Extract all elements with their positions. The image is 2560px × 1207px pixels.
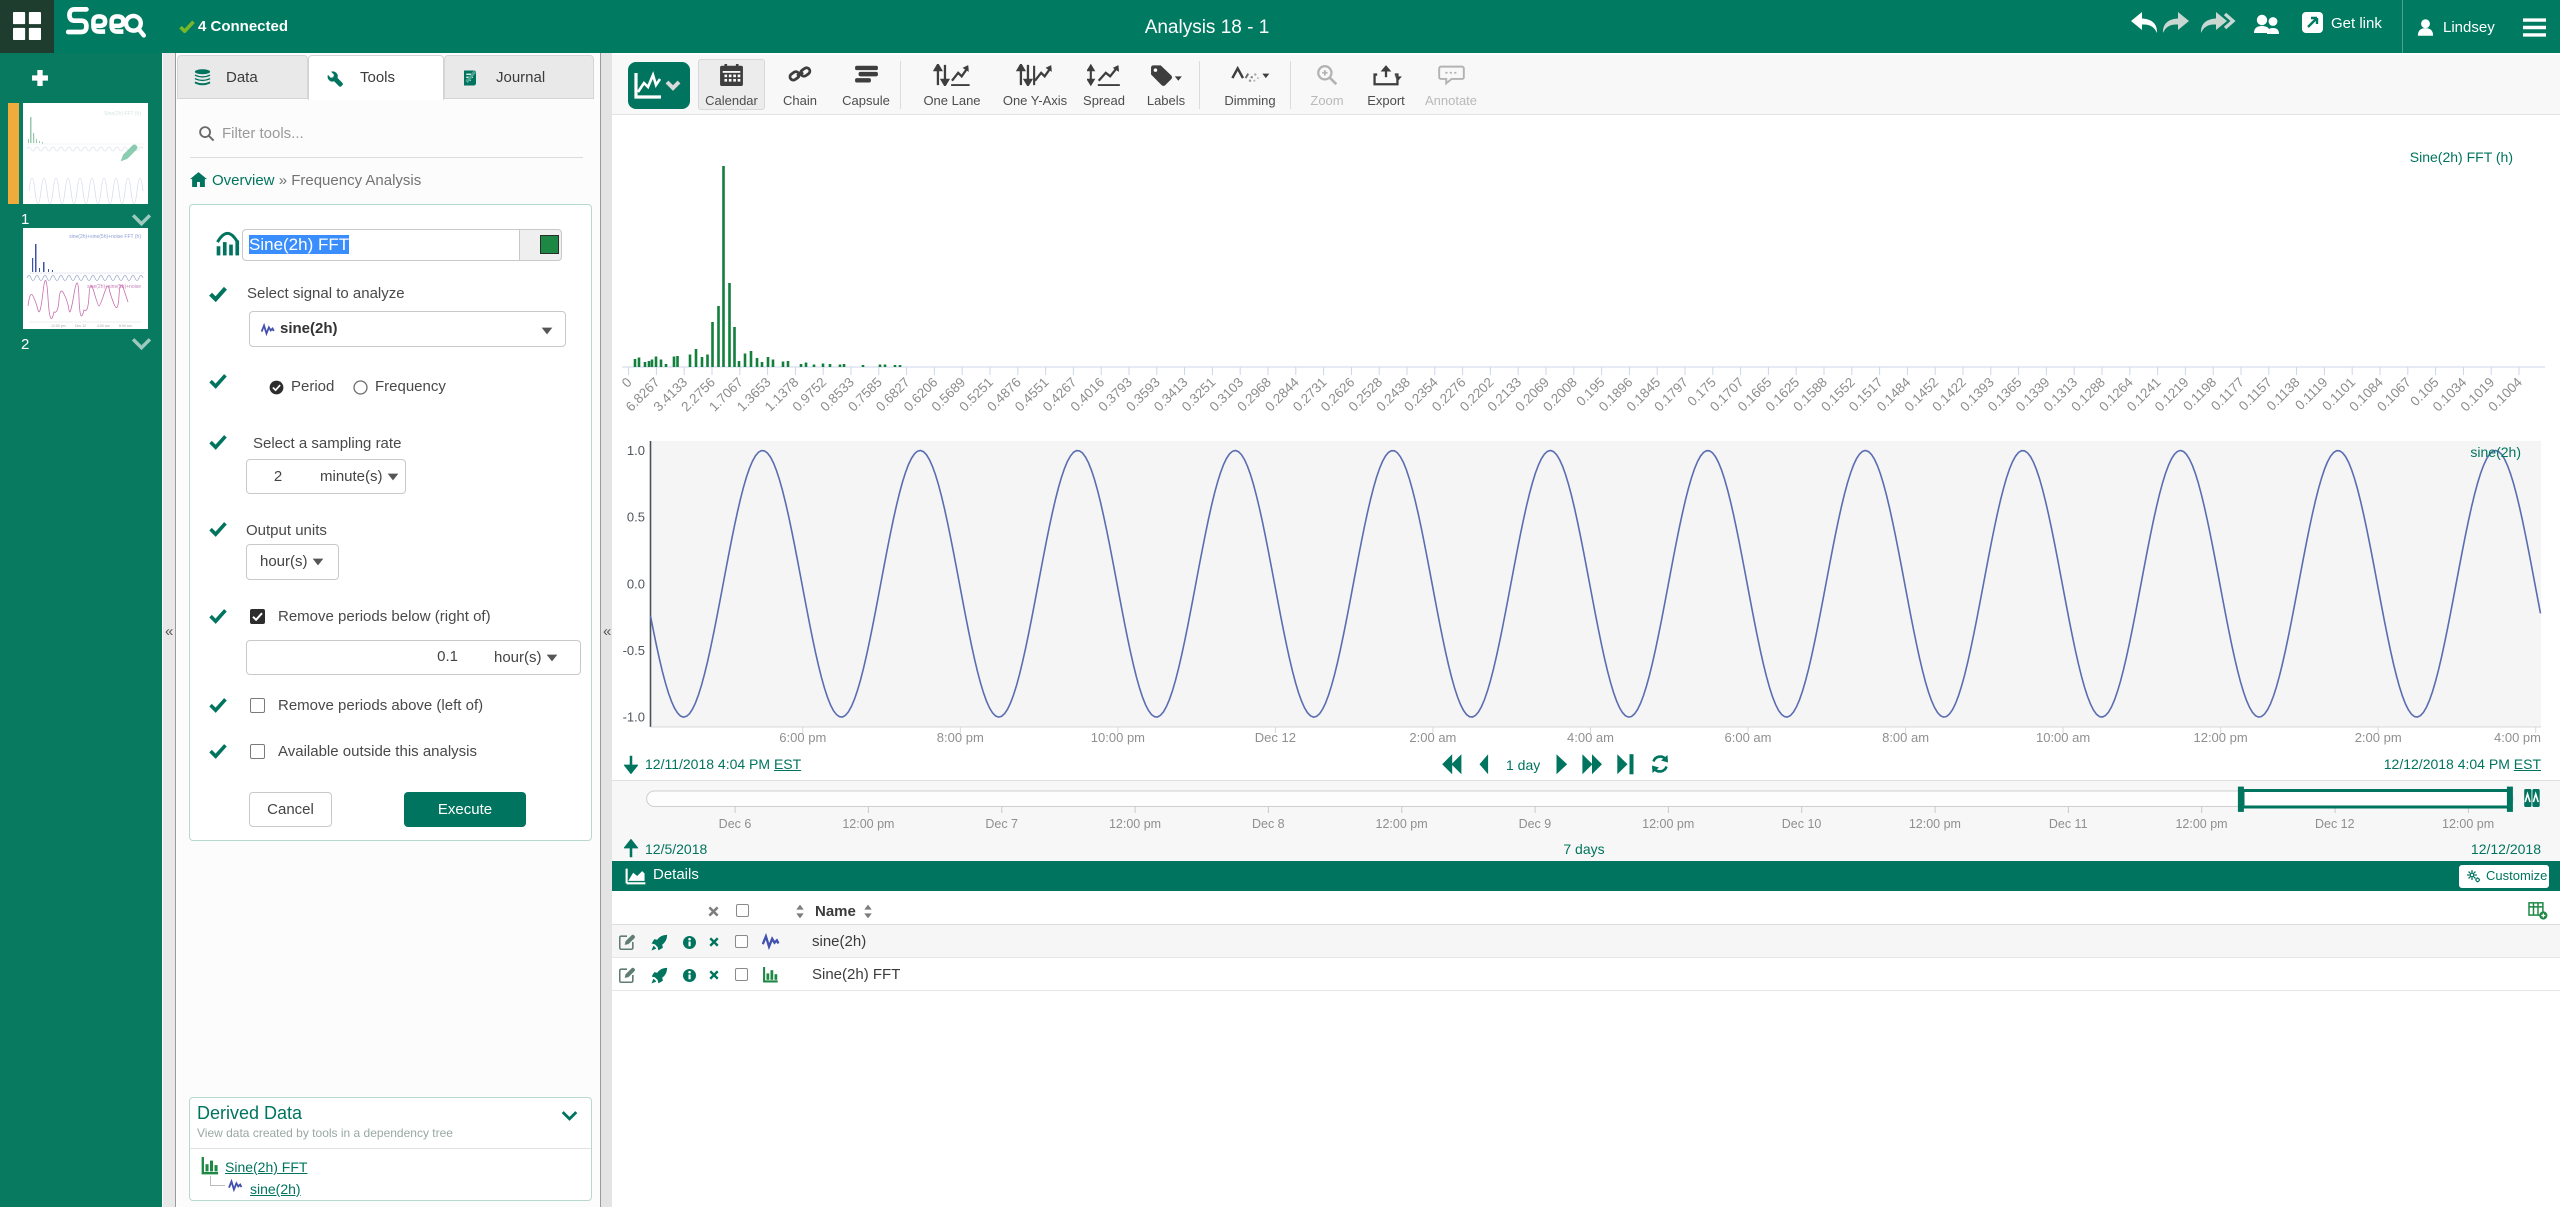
svg-text:12:00 pm: 12:00 pm xyxy=(1642,817,1694,831)
svg-text:12:00 pm: 12:00 pm xyxy=(1909,817,1961,831)
svg-text:Dec 6: Dec 6 xyxy=(719,817,752,831)
svg-text:Dec 12: Dec 12 xyxy=(1255,730,1296,745)
svg-text:8:00 am: 8:00 am xyxy=(1882,730,1929,745)
svg-text:Dec 11: Dec 11 xyxy=(2049,817,2088,831)
svg-text:12:00 pm: 12:00 pm xyxy=(1376,817,1428,831)
svg-text:12:00 pm: 12:00 pm xyxy=(51,324,66,328)
svg-text:-1.0: -1.0 xyxy=(623,710,645,725)
svg-text:2:00 pm: 2:00 pm xyxy=(2355,730,2402,745)
svg-text:Get link: Get link xyxy=(2331,15,2382,32)
svg-text:sine(2h)+sine(5h)+noise: sine(2h)+sine(5h)+noise xyxy=(87,284,141,290)
svg-text:Dec 12: Dec 12 xyxy=(2315,817,2355,831)
svg-text:12:00 pm: 12:00 pm xyxy=(2442,817,2494,831)
svg-text:0.0: 0.0 xyxy=(627,576,645,591)
svg-text:10:00 am: 10:00 am xyxy=(2036,730,2090,745)
svg-text:sine(2h)+sine(5h)+noise FFT (h: sine(2h)+sine(5h)+noise FFT (h) xyxy=(69,234,141,240)
svg-text:10:00 pm: 10:00 pm xyxy=(1091,730,1145,745)
svg-text:Dec 9: Dec 9 xyxy=(1519,817,1552,831)
svg-text:Sine(2h) FFT (h): Sine(2h) FFT (h) xyxy=(104,111,141,117)
svg-text:Dec 10: Dec 10 xyxy=(1782,817,1822,831)
svg-text:Sine(2h) FFT (h): Sine(2h) FFT (h) xyxy=(2410,149,2513,165)
svg-text:8:00 am: 8:00 am xyxy=(119,324,132,328)
svg-text:0.5: 0.5 xyxy=(627,510,645,525)
svg-text:12:00 pm: 12:00 pm xyxy=(2175,817,2227,831)
svg-text:8:00 pm: 8:00 pm xyxy=(937,730,984,745)
svg-text:6:00 pm: 6:00 pm xyxy=(779,730,826,745)
svg-text:Dec 12: Dec 12 xyxy=(75,324,86,328)
svg-text:sine(2h): sine(2h) xyxy=(2470,444,2521,460)
svg-text:12:00 pm: 12:00 pm xyxy=(1109,817,1161,831)
svg-text:12:00 pm: 12:00 pm xyxy=(842,817,894,831)
svg-text:4:00 pm: 4:00 pm xyxy=(2494,730,2541,745)
svg-text:-0.5: -0.5 xyxy=(623,643,645,658)
svg-text:1 day: 1 day xyxy=(1506,757,1540,773)
svg-text:4:00 am: 4:00 am xyxy=(97,324,110,328)
svg-text:0: 0 xyxy=(619,375,635,391)
svg-text:4:00 am: 4:00 am xyxy=(1567,730,1614,745)
svg-text:Dec 7: Dec 7 xyxy=(985,817,1018,831)
svg-text:1.0: 1.0 xyxy=(627,443,645,458)
svg-text:2:00 am: 2:00 am xyxy=(1409,730,1456,745)
svg-text:6:00 am: 6:00 am xyxy=(1725,730,1772,745)
svg-text:12:00 pm: 12:00 pm xyxy=(2193,730,2247,745)
svg-text:Dec 8: Dec 8 xyxy=(1252,817,1285,831)
